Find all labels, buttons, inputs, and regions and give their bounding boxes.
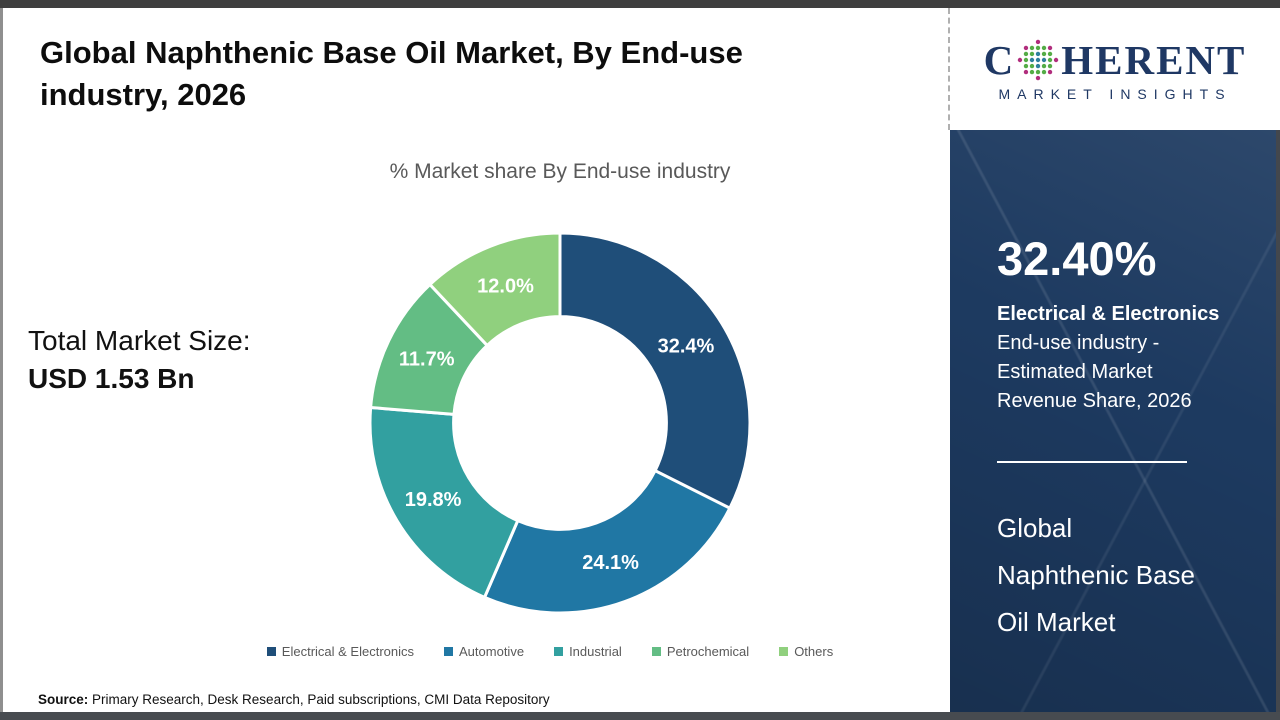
sidebar-market-name: Global Naphthenic Base Oil Market: [997, 513, 1196, 637]
globe-dot: [1036, 45, 1041, 51]
donut-slice: [428, 231, 562, 347]
right-frame-border: [1275, 8, 1280, 712]
donut-slice: [558, 231, 752, 510]
globe-dot: [1023, 69, 1029, 75]
legend-swatch: [444, 647, 454, 656]
globe-dot: [1042, 45, 1047, 51]
globe-dot: [1036, 39, 1041, 45]
slice-label: 32.4%: [658, 335, 715, 357]
globe-dot: [1054, 57, 1059, 63]
chart-subtitle: % Market share By End-use industry: [389, 160, 731, 183]
globe-dot: [1042, 63, 1047, 69]
slice-label: 24.1%: [582, 552, 639, 574]
total-market-size: Total Market Size: USD 1.53 Bn: [28, 322, 251, 398]
globe-dot: [1017, 57, 1023, 63]
globe-dot: [1042, 69, 1047, 75]
legend-swatch: [266, 647, 276, 656]
slice-label: 12.0%: [477, 275, 534, 297]
globe-dot: [1030, 51, 1035, 57]
globe-dot: [1036, 69, 1041, 75]
globe-dot: [1048, 69, 1053, 75]
left-frame-border: [0, 8, 3, 712]
source-label: Source:: [38, 692, 89, 707]
globe-dot: [1048, 45, 1053, 51]
brand-logo: C HERENT MARKET INSIGHTS: [948, 8, 1280, 130]
globe-dot: [1030, 69, 1035, 75]
globe-dot: [1030, 45, 1035, 51]
globe-dot: [1036, 63, 1041, 69]
legend-item: Others: [779, 644, 833, 659]
globe-dot: [1042, 57, 1047, 63]
legend-label: Automotive: [459, 644, 525, 659]
total-market-label: Total Market Size:: [28, 325, 251, 356]
legend-swatch: [651, 647, 661, 656]
globe-dot: [1030, 57, 1035, 63]
globe-dot: [1023, 51, 1029, 57]
globe-dot: [1023, 63, 1029, 69]
globe-dots-icon: [1017, 39, 1059, 81]
globe-dot: [1023, 45, 1029, 51]
slice-label: 11.7%: [399, 349, 455, 371]
page-title: Global Naphthenic Base Oil Market, By En…: [40, 35, 743, 112]
legend-label: Industrial: [569, 644, 622, 659]
chart-legend: Electrical & Electronics Automotive Indust…: [150, 644, 950, 659]
globe-dot: [1036, 57, 1041, 63]
globe-dot: [1036, 51, 1041, 57]
donut-slice: [483, 469, 732, 615]
sidebar-stat-description: End-use industry - Estimated Market Reve…: [997, 332, 1192, 412]
legend-label: Electrical & Electronics: [281, 644, 415, 659]
donut-slice: [368, 405, 520, 599]
legend-swatch: [554, 647, 564, 656]
globe-dot: [1042, 51, 1047, 57]
legend-item: Petrochemical: [651, 644, 750, 659]
source-note: Source: Primary Research, Desk Research,…: [38, 692, 550, 707]
top-frame-bar: [0, 0, 1280, 8]
brand-letters-herent: HERENT: [1061, 37, 1247, 83]
source-text: Primary Research, Desk Research, Paid su…: [88, 692, 550, 707]
legend-item: Industrial: [554, 644, 622, 659]
globe-dot: [1036, 75, 1041, 81]
sidebar-stat-value: 32.40%: [997, 232, 1157, 285]
brand-wordmark: C HERENT: [984, 36, 1247, 84]
legend-item: Electrical & Electronics: [266, 644, 415, 659]
total-market-value: USD 1.53 Bn: [28, 363, 195, 394]
brand-tagline: MARKET INSIGHTS: [998, 86, 1232, 102]
legend-item: Automotive: [444, 644, 524, 659]
globe-dot: [1048, 51, 1053, 57]
sidebar-stat-title: Electrical & Electronics: [997, 303, 1220, 325]
globe-dot: [1023, 57, 1029, 63]
donut-chart-svg: 32.4% 24.1% 19.8% 11.7% 12.0%: [368, 231, 752, 615]
globe-dot: [1048, 57, 1053, 63]
bottom-frame-bar: [0, 712, 1280, 720]
globe-dot: [1048, 63, 1053, 69]
legend-label: Others: [794, 644, 834, 659]
sidebar-panel: 32.40% Electrical & Electronics End-use …: [950, 130, 1276, 712]
brand-letter-c: C: [983, 37, 1016, 83]
legend-swatch: [779, 647, 789, 656]
globe-dot: [1030, 63, 1035, 69]
sidebar-divider: [997, 461, 1187, 463]
legend-label: Petrochemical: [666, 644, 750, 659]
donut-chart: 32.4% 24.1% 19.8% 11.7% 12.0%: [360, 223, 760, 623]
slice-label: 19.8%: [405, 489, 462, 511]
